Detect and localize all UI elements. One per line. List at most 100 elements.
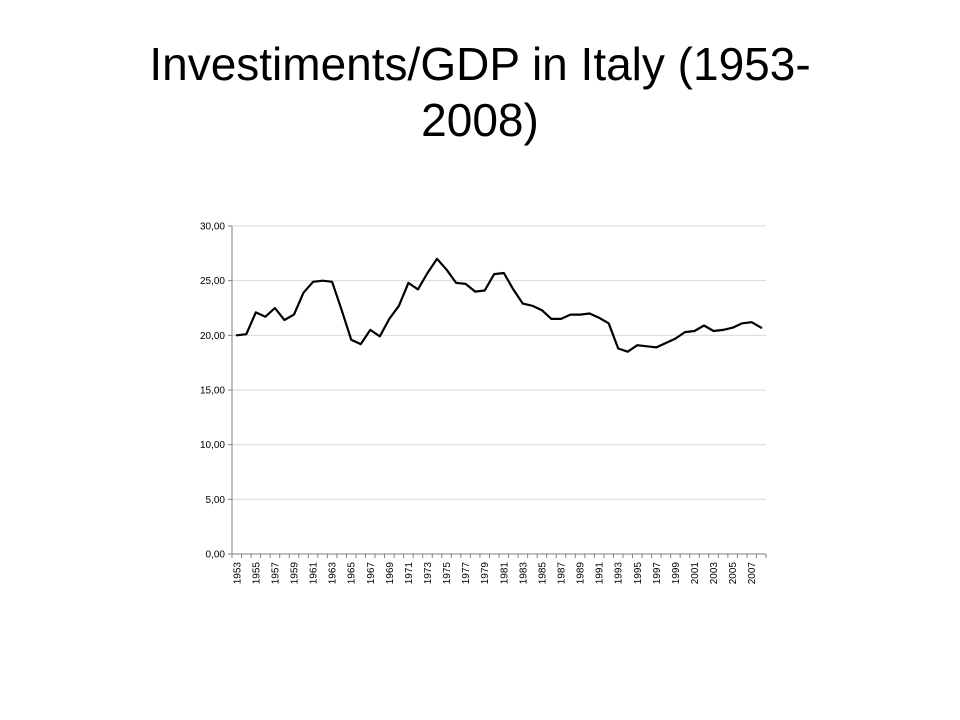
series-line: [235, 257, 763, 353]
x-tick-label: 2003: [709, 562, 720, 585]
data-point: [322, 280, 324, 282]
data-point: [579, 314, 581, 316]
data-point: [398, 305, 400, 307]
y-tick-label: 5,00: [206, 495, 226, 506]
data-point: [436, 258, 438, 260]
data-point: [236, 334, 238, 336]
y-tick-label: 30,00: [200, 222, 225, 233]
x-tick-label: 1969: [385, 562, 396, 585]
data-point: [617, 348, 619, 350]
data-point: [350, 339, 352, 341]
data-point: [360, 343, 362, 345]
data-point: [751, 321, 753, 323]
data-point: [550, 318, 552, 320]
axes: [228, 225, 767, 558]
x-tick-label: 1991: [595, 562, 606, 585]
x-tick-label: 1985: [537, 562, 548, 585]
data-point: [369, 329, 371, 331]
data-point: [589, 313, 591, 315]
data-point: [512, 288, 514, 290]
x-tick-label: 1981: [499, 562, 510, 585]
data-point: [455, 282, 457, 284]
data-point: [636, 344, 638, 346]
data-point: [560, 318, 562, 320]
slide-title: Investiments/GDP in Italy (1953- 2008): [70, 36, 890, 148]
x-tick-label: 1997: [652, 562, 663, 585]
data-point: [741, 322, 743, 324]
data-point: [598, 317, 600, 319]
data-point: [474, 291, 476, 293]
data-point: [655, 346, 657, 348]
data-point: [541, 309, 543, 311]
data-point: [627, 351, 629, 353]
data-point: [503, 272, 505, 274]
x-tick-label: 1955: [251, 562, 262, 585]
data-point: [531, 305, 533, 307]
data-point: [283, 319, 285, 321]
data-point: [331, 281, 333, 283]
gridlines: [232, 225, 766, 555]
data-point: [484, 290, 486, 292]
data-point: [522, 303, 524, 305]
data-point: [427, 272, 429, 274]
y-tick-label: 10,00: [200, 440, 225, 451]
data-point: [379, 335, 381, 337]
x-tick-label: 1993: [614, 562, 625, 585]
data-point: [608, 322, 610, 324]
x-tick-label: 1959: [289, 562, 300, 585]
data-point: [274, 307, 276, 309]
data-point: [255, 311, 257, 313]
x-tick-label: 1995: [633, 562, 644, 585]
x-tick-labels: 1953 1955 1957 1959 1961 1963 1965 1967 1969 1971…: [232, 562, 758, 585]
data-point: [245, 333, 247, 335]
data-point: [407, 282, 409, 284]
data-point: [493, 273, 495, 275]
x-tick-label: 2005: [728, 562, 739, 585]
x-tick-label: 1965: [347, 562, 358, 585]
x-tick-label: 1983: [518, 562, 529, 585]
data-point: [722, 329, 724, 331]
slide-title-line-1: Investiments/GDP in Italy (1953-: [149, 38, 811, 90]
data-point: [446, 269, 448, 271]
y-tick-labels: 0,00 5,00 10,00 15,00 20,00 25,00 30,00: [200, 222, 225, 561]
data-point: [760, 327, 762, 329]
data-point: [684, 331, 686, 333]
x-tick-label: 1987: [556, 562, 567, 585]
x-tick-label: 1975: [442, 562, 453, 585]
data-point: [417, 288, 419, 290]
data-point: [293, 314, 295, 316]
y-tick-label: 0,00: [206, 550, 226, 561]
x-tick-label: 1967: [366, 562, 377, 585]
data-point: [312, 281, 314, 283]
x-tick-label: 1973: [423, 562, 434, 585]
data-point: [264, 316, 266, 318]
data-point: [303, 292, 305, 294]
x-tick-label: 1961: [309, 562, 320, 585]
x-tick-label: 1963: [328, 562, 339, 585]
data-point: [674, 338, 676, 340]
x-tick-label: 1957: [270, 562, 281, 585]
data-point: [713, 330, 715, 332]
x-tick-label: 2001: [690, 562, 701, 585]
data-point: [646, 345, 648, 347]
x-tick-label: 1999: [671, 562, 682, 585]
data-point: [732, 327, 734, 329]
series-layer: [235, 257, 763, 353]
x-tick-label: 1989: [576, 562, 587, 585]
slide-title-line-2: 2008): [421, 94, 539, 146]
x-tick-label: 1979: [480, 562, 491, 585]
data-point: [703, 325, 705, 327]
x-tick-label: 1953: [232, 562, 243, 585]
data-point: [570, 314, 572, 316]
y-tick-label: 25,00: [200, 276, 225, 287]
data-point: [341, 309, 343, 311]
data-point: [665, 342, 667, 344]
data-point: [465, 283, 467, 285]
y-tick-label: 20,00: [200, 331, 225, 342]
data-point: [694, 330, 696, 332]
y-tick-label: 15,00: [200, 386, 225, 397]
data-point: [388, 318, 390, 320]
x-tick-label: 1977: [461, 562, 472, 585]
